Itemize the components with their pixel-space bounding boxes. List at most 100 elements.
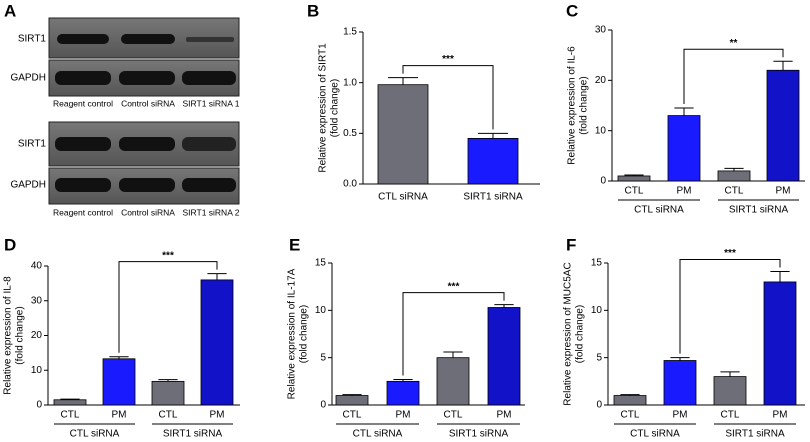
panel-a: A SIRT1 GAPDH Reagent control Control si… (4, 1, 240, 217)
bar-chart: E Relative expression of IL-17A (fold chan… (287, 235, 525, 440)
bar (613, 395, 647, 406)
bar (766, 69, 800, 182)
significance-label: *** (448, 281, 460, 292)
panel-letter: F (566, 235, 576, 254)
blot-row-label: GAPDH (10, 73, 46, 84)
significance-label: *** (442, 54, 454, 65)
y-axis-label: (fold change) (299, 305, 310, 363)
y-axis-label: Relative expression of IL-8 (3, 276, 14, 395)
panel-letter: A (4, 1, 16, 20)
significance-bracket (402, 65, 494, 130)
x-tick-label: CTL siRNA (378, 192, 428, 203)
bar-chart: C Relative expression of IL-6 (fold change… (566, 1, 805, 216)
y-axis-label: Relative expression of IL-17A (287, 268, 298, 399)
bar (102, 358, 136, 406)
band (55, 178, 111, 192)
y-tick-label: 30 (31, 295, 43, 306)
band (119, 137, 175, 151)
x-tick-label: CTL (621, 410, 640, 421)
bar (763, 281, 797, 406)
x-tick-label: PM (673, 410, 688, 421)
x-tick-label: CTL (159, 410, 178, 421)
lane-label: Reagent control (53, 98, 113, 108)
y-tick-label: 5 (320, 352, 326, 363)
bar (377, 84, 429, 185)
group-label: SIRT1 siRNA (449, 429, 509, 440)
y-tick-label: 30 (595, 25, 607, 36)
panel-letter: B (307, 1, 319, 20)
x-tick-label: PM (497, 410, 512, 421)
band (55, 71, 111, 85)
panel-letter: E (289, 235, 300, 254)
group-label: CTL siRNA (630, 429, 680, 440)
bar-chart: B Relative expression of SIRT1 (fold chang… (307, 1, 540, 203)
blot-row-label: SIRT1 (18, 139, 47, 150)
panel-letter: D (4, 235, 16, 254)
significance-bracket (118, 261, 218, 353)
y-tick-label: 0 (36, 400, 42, 411)
significance-label: *** (162, 250, 174, 261)
bar-chart: F Relative expression of MUC5AC (fold chan… (563, 235, 805, 440)
x-tick-label: PM (776, 186, 791, 197)
x-tick-label: CTL (343, 410, 362, 421)
band (57, 34, 109, 44)
lane-label: Control siRNA (121, 98, 175, 108)
y-tick-label: 5 (596, 352, 602, 363)
group-label: CTL siRNA (634, 205, 684, 216)
x-tick-label: PM (112, 410, 127, 421)
y-tick-label: 0 (320, 400, 326, 411)
lane-label: SIRT1 siRNA 1 (182, 98, 239, 108)
blot-row-label: GAPDH (10, 180, 46, 191)
y-tick-label: 0.0 (343, 179, 357, 190)
y-axis-label: (fold change) (579, 76, 590, 134)
y-tick-label: 0 (600, 176, 606, 187)
y-tick-label: 0.5 (343, 128, 357, 139)
y-tick-label: 10 (31, 365, 43, 376)
x-tick-label: CTL (721, 410, 740, 421)
blot-row-label: SIRT1 (18, 34, 47, 45)
y-tick-label: 0 (596, 400, 602, 411)
significance-bracket (402, 292, 505, 376)
bar (467, 137, 519, 185)
bar (200, 279, 234, 406)
y-tick-label: 40 (31, 261, 43, 272)
x-tick-label: PM (396, 410, 411, 421)
x-tick-label: SIRT1 siRNA (463, 192, 523, 203)
y-axis-label: (fold change) (330, 79, 341, 137)
lane-label: Control siRNA (121, 207, 175, 217)
significance-label: ** (730, 38, 738, 49)
band (182, 178, 236, 192)
group-label: CTL siRNA (70, 429, 120, 440)
band (121, 34, 175, 44)
bar (487, 307, 521, 406)
y-tick-label: 1.5 (343, 27, 357, 38)
lane-label: SIRT1 siRNA 2 (182, 207, 239, 217)
y-axis-label: Relative expression of SIRT1 (318, 43, 329, 173)
x-tick-label: PM (210, 410, 225, 421)
x-tick-label: PM (773, 410, 788, 421)
significance-label: *** (724, 248, 736, 259)
y-tick-label: 15 (591, 258, 603, 269)
y-tick-label: 15 (315, 258, 327, 269)
group-label: CTL siRNA (353, 429, 403, 440)
band (119, 178, 175, 192)
x-tick-label: CTL (444, 410, 463, 421)
y-tick-label: 1.0 (343, 77, 357, 88)
group-label: SIRT1 siRNA (729, 205, 789, 216)
bar (667, 115, 701, 182)
bar (151, 380, 185, 406)
significance-bracket (679, 259, 781, 354)
bar (436, 357, 470, 406)
y-axis-label: Relative expression of MUC5AC (563, 262, 574, 405)
lane-label: Reagent control (53, 207, 113, 217)
y-tick-label: 10 (315, 305, 327, 316)
band (182, 71, 236, 85)
panel-letter: C (566, 1, 578, 20)
band (55, 137, 111, 151)
y-axis-label: Relative expression of IL-6 (567, 46, 578, 165)
band (182, 137, 236, 151)
band (119, 71, 175, 85)
y-tick-label: 10 (595, 125, 607, 136)
bar (335, 395, 369, 406)
